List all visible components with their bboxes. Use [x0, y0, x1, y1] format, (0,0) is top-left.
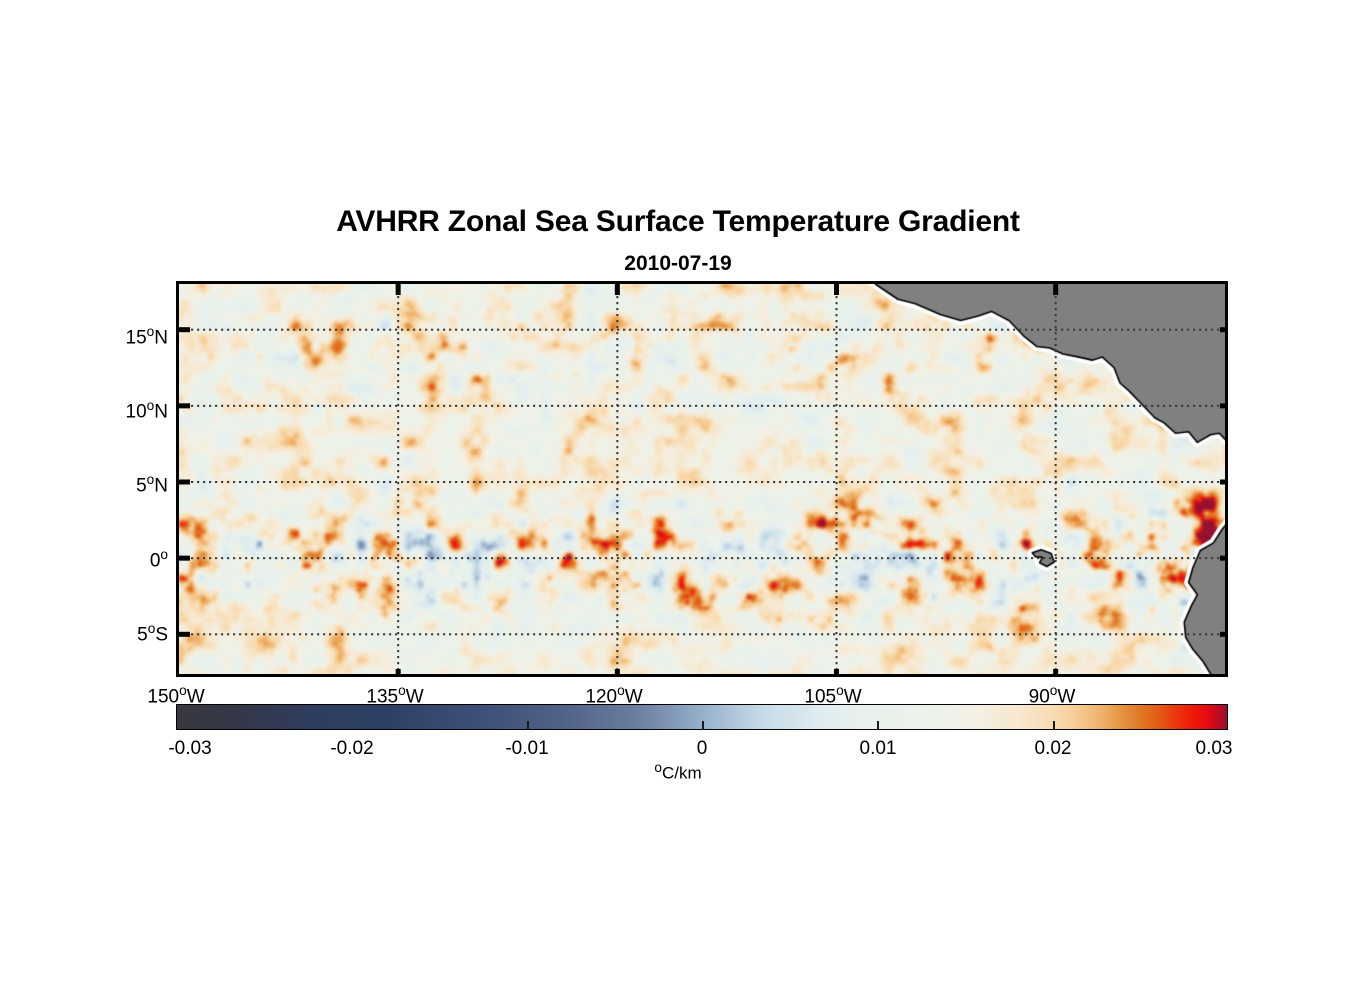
ytick-label-0: 0o: [149, 547, 168, 572]
colorbar-label-min: -0.03: [168, 738, 212, 759]
colorbar-label-p001: 0.01: [859, 738, 897, 759]
ytick-label-5n: 5oN: [136, 472, 168, 497]
xtick-label-135w: 135oW: [366, 683, 424, 708]
xtick-label-90w: 90oW: [1028, 683, 1076, 708]
colorbar-container: [176, 704, 1228, 730]
colorbar-tick: [877, 721, 879, 730]
sst-gradient-heatmap: [179, 284, 1225, 674]
xtick-label-150w: 150oW: [147, 683, 205, 708]
figure-subtitle: 2010-07-19: [624, 252, 732, 275]
colorbar-unit-label: oC/km: [654, 760, 702, 783]
colorbar-label-max: 0.03: [1195, 738, 1233, 759]
page-title: AVHRR Zonal Sea Surface Temperature Grad…: [336, 205, 1020, 238]
colorbar-label-p002: 0.02: [1034, 738, 1072, 759]
ytick-label-15n: 15oN: [125, 324, 168, 349]
xtick-label-120w: 120oW: [585, 683, 643, 708]
colorbar-label-zero: 0: [696, 738, 708, 759]
colorbar-label-n001: -0.01: [505, 738, 549, 759]
colorbar-tick: [702, 721, 704, 730]
map-axes: [176, 281, 1228, 677]
colorbar-tick: [527, 721, 529, 730]
ytick-label-10n: 10oN: [125, 398, 168, 423]
ytick-label-5s: 5oS: [137, 621, 168, 646]
colorbar-label-n002: -0.02: [330, 738, 374, 759]
colorbar-tick: [1053, 721, 1055, 730]
xtick-label-105w: 105oW: [804, 683, 862, 708]
